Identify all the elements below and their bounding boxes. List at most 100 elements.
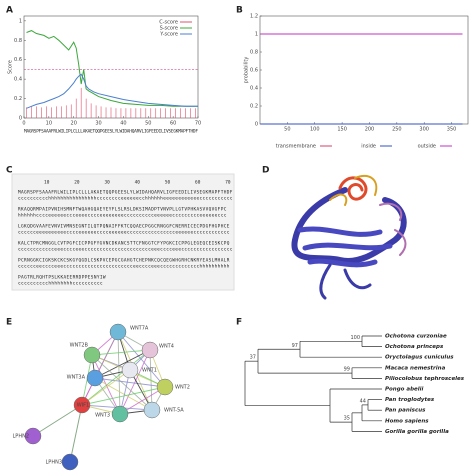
network-edge: [91, 349, 151, 356]
taxon-label: Ochotona princeps: [385, 344, 444, 350]
network-node: [61, 453, 79, 471]
x-tick-label: 0: [22, 121, 25, 127]
network-node: [121, 361, 139, 379]
taxon-label: Homo sapiens: [385, 418, 429, 424]
structure-row: cccccccccchhhhhhhhcccccccccc: [18, 281, 103, 287]
ruler-label: 70: [225, 180, 231, 186]
y-tick-label: 1: [19, 18, 22, 24]
legend-label: C-score: [159, 20, 178, 26]
network-node: [111, 405, 129, 423]
legend-label: Y-score: [159, 32, 178, 38]
y-tick-label: 0.4: [14, 77, 22, 83]
ruler-label: 60: [195, 180, 201, 186]
node-label: WNT3: [95, 413, 110, 419]
ruler-label: 30: [104, 180, 110, 186]
bootstrap-label: 44: [360, 398, 366, 404]
structure-row: cccccccccchhhhhhhhhhhhhhhhcccccccceeeeee…: [18, 196, 233, 202]
y-tick-label: 0.2: [14, 96, 22, 102]
x-tick-label: 100: [310, 127, 320, 133]
bootstrap-label: 99: [344, 367, 350, 373]
node-label: WNT4: [159, 344, 174, 350]
structure-row: cccccceeeeeeeeeecccceeeeeecccceeeeeecccc…: [18, 231, 230, 236]
network-node: [86, 369, 104, 387]
network-edge: [81, 386, 166, 406]
legend-label: transmembrane: [276, 144, 316, 150]
panel-label: A: [6, 6, 13, 16]
network-edge: [117, 331, 166, 388]
x-tick-label: 250: [392, 127, 402, 133]
sequence-row: KALCTPRCMNGGLCVTPGFCICPPGFYGVNCDKANCSTTC…: [18, 241, 230, 247]
protein-structure: [291, 175, 407, 300]
x-tick-label: 300: [419, 127, 429, 133]
network-edge: [94, 377, 153, 411]
y-tick-label: 0: [255, 122, 258, 128]
x-tick-label: 10: [46, 121, 52, 127]
network-edge: [119, 349, 151, 415]
x-tick-label: 200: [365, 127, 375, 133]
y-tick-label: 1: [255, 32, 258, 38]
structure-row: cccccccccccceeecccceeecccccccccccccccccc…: [18, 248, 233, 253]
ruler-label: 50: [165, 180, 171, 186]
taxon-label: Pongo abelii: [385, 387, 424, 393]
x-tick-label: 20: [71, 121, 77, 127]
y-tick-label: 0.8: [14, 38, 22, 44]
bootstrap-label: 97: [292, 343, 298, 349]
node-label: LPHN2: [13, 434, 29, 440]
node-label: WNT-5A: [164, 408, 184, 414]
taxon-label: Piliocolobus tephrosceles: [385, 376, 465, 382]
network-node: [73, 396, 91, 414]
sequence-strip: MAGRSPFSAAAFRLWILIPLCLLLAKAETQQPGEESLYLW…: [24, 129, 198, 135]
taxon-label: Pan paniscus: [385, 408, 426, 414]
network-node: [109, 323, 127, 341]
ruler-label: 10: [44, 180, 50, 186]
sequence-row: PCRNGGKCIGKSKCKCSKGYQGDLCSKPVCEPGCGAHGTC…: [18, 258, 230, 264]
bootstrap-label: 35: [344, 416, 350, 422]
ruler-label: 20: [74, 180, 80, 186]
x-tick-label: 350: [447, 127, 457, 133]
series-line: [26, 73, 198, 109]
network-edge: [94, 349, 151, 379]
legend-label: inside: [361, 144, 376, 150]
panel-label: B: [236, 6, 243, 16]
network-node: [24, 427, 42, 445]
network-edge: [117, 331, 121, 415]
node-label: LPHN3: [46, 460, 62, 466]
sequence-row: LGKQDGVAAFEVNVIVMNSEGNTILQTPQNAIFFKTCQQA…: [18, 224, 230, 230]
network-edge: [69, 404, 83, 463]
y-tick-label: 0.2: [250, 104, 258, 110]
taxon-label: Pan troglodytes: [385, 397, 435, 403]
y-tick-label: 0.8: [250, 50, 258, 56]
sequence-row: PAGTRLRQHTPSLKKAEERRDPPESNYIW: [18, 275, 106, 281]
node-label: WIF1: [77, 403, 89, 409]
bootstrap-label: 37: [250, 355, 256, 361]
y-tick-label: 0.4: [250, 86, 258, 92]
legend-label: outside: [418, 144, 436, 150]
structure-row: hhhhhhcccceeeeeeccceeeecccceeeeeeeeccccc…: [18, 213, 227, 219]
x-tick-label: 70: [195, 121, 201, 127]
legend-label: S-score: [160, 26, 178, 32]
bootstrap-label: 100: [350, 335, 360, 341]
x-tick-label: 150: [337, 127, 347, 133]
sequence-box: [11, 173, 235, 291]
node-label: WNT3A: [67, 375, 86, 381]
structure-row: cccccceecccceeecccccccccccccccccccccccee…: [18, 264, 230, 270]
node-label: WNT2B: [70, 343, 89, 349]
x-tick-label: 60: [170, 121, 176, 127]
network-edge: [94, 377, 166, 388]
y-tick-label: 0.6: [14, 57, 22, 63]
node-label: WNT1: [142, 368, 157, 374]
ruler-label: 40: [135, 180, 141, 186]
sequence-row: MAGRSPFSAAAFRLWILIPLCLLLAKAETQQPGEESLYLW…: [18, 190, 233, 196]
node-label: WNT7A: [130, 326, 149, 332]
panel-label: C: [6, 166, 13, 176]
network-node: [156, 378, 174, 396]
sequence-row: RKAQQRMPAIPVNIHSMNFTWQAHGQAEYEYFLSLRSLDK…: [18, 207, 227, 213]
y-tick-label: 0: [19, 116, 22, 122]
panel-label: E: [6, 318, 12, 328]
x-tick-label: 30: [95, 121, 101, 127]
network-edge: [119, 386, 166, 415]
plot-frame: [259, 15, 469, 125]
y-axis-label: probability: [244, 57, 250, 84]
panel-label: D: [262, 166, 269, 176]
